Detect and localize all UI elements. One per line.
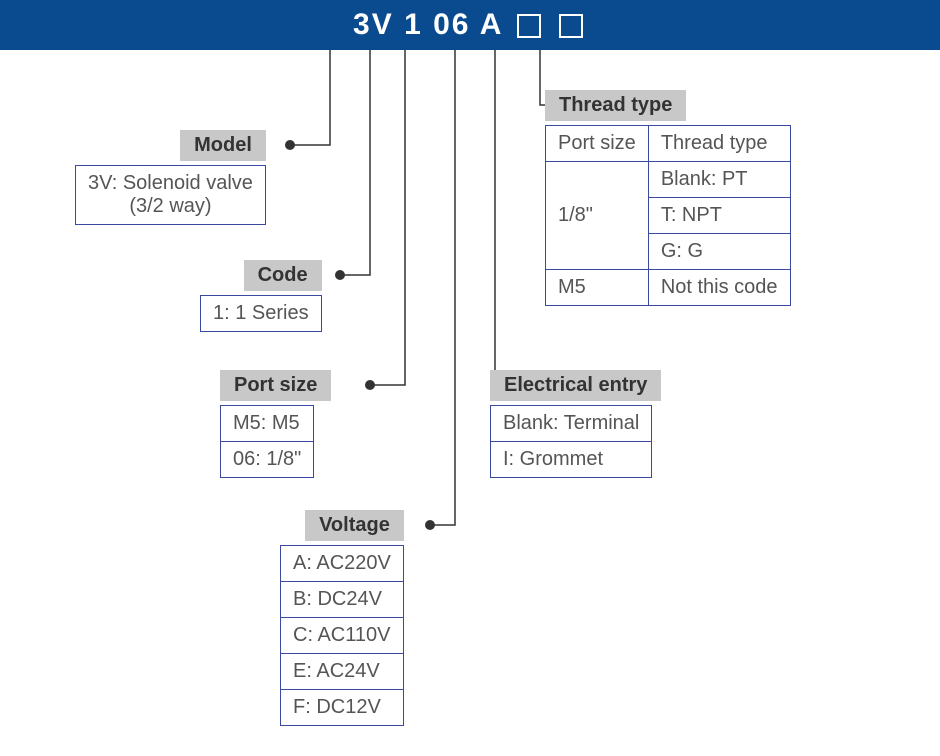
thread-c40: M5 <box>546 270 649 306</box>
portsize-cell-0: M5: M5 <box>221 406 314 442</box>
voltage-cell-2: C: AC110V <box>281 618 404 654</box>
portsize-label: Port size <box>220 370 331 401</box>
electrical-section: Electrical entry Blank: Terminal I: Grom… <box>490 370 661 478</box>
voltage-table: A: AC220V B: DC24V C: AC110V E: AC24V F:… <box>280 545 404 726</box>
portsize-cell-1: 06: 1/8" <box>221 442 314 478</box>
model-table: 3V: Solenoid valve(3/2 way) <box>75 165 266 225</box>
voltage-cell-4: F: DC12V <box>281 690 404 726</box>
header-bar: 3V 1 06 A <box>0 0 940 50</box>
thread-table: Port size Thread type 1/8" Blank: PT T: … <box>545 125 791 306</box>
electrical-label: Electrical entry <box>490 370 661 401</box>
model-label: Model <box>180 130 266 161</box>
thread-c11: Blank: PT <box>648 162 790 198</box>
thread-h0: Port size <box>546 126 649 162</box>
header-part-2: 06 <box>433 8 470 41</box>
header-blank-2 <box>559 14 583 38</box>
header-part-1: 1 <box>404 8 423 41</box>
electrical-table: Blank: Terminal I: Grommet <box>490 405 652 478</box>
model-cell: 3V: Solenoid valve(3/2 way) <box>76 166 266 225</box>
voltage-section: Voltage A: AC220V B: DC24V C: AC110V E: … <box>280 510 404 726</box>
voltage-cell-3: E: AC24V <box>281 654 404 690</box>
portsize-table: M5: M5 06: 1/8" <box>220 405 314 478</box>
header-part-0: 3V <box>353 8 394 41</box>
header-part-3: A <box>480 8 503 41</box>
model-section: Model 3V: Solenoid valve(3/2 way) <box>75 130 266 225</box>
connector-lines <box>0 0 940 756</box>
portsize-section: Port size M5: M5 06: 1/8" <box>220 370 331 478</box>
code-label: Code <box>244 260 322 291</box>
code-cell: 1: 1 Series <box>201 296 322 332</box>
thread-label: Thread type <box>545 90 686 121</box>
code-table: 1: 1 Series <box>200 295 322 332</box>
code-section: Code 1: 1 Series <box>200 260 322 332</box>
thread-section: Thread type Port size Thread type 1/8" B… <box>545 90 791 306</box>
thread-c41: Not this code <box>648 270 790 306</box>
thread-c21: T: NPT <box>648 198 790 234</box>
voltage-cell-0: A: AC220V <box>281 546 404 582</box>
voltage-label: Voltage <box>305 510 404 541</box>
electrical-cell-0: Blank: Terminal <box>491 406 652 442</box>
electrical-cell-1: I: Grommet <box>491 442 652 478</box>
thread-c10: 1/8" <box>546 162 649 270</box>
voltage-cell-1: B: DC24V <box>281 582 404 618</box>
thread-c31: G: G <box>648 234 790 270</box>
header-blank-1 <box>517 14 541 38</box>
thread-h1: Thread type <box>648 126 790 162</box>
